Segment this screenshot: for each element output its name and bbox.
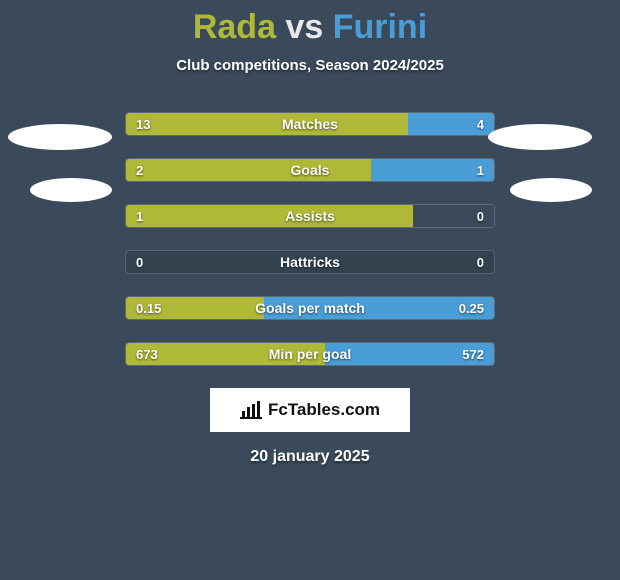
- bar-chart-icon: [240, 401, 262, 419]
- stat-row: 10Assists: [125, 204, 495, 228]
- stat-row: 0.150.25Goals per match: [125, 296, 495, 320]
- avatar-placeholder: [488, 124, 592, 150]
- subtitle: Club competitions, Season 2024/2025: [0, 57, 620, 74]
- badge-text: FcTables.com: [268, 400, 380, 420]
- vs-text: vs: [285, 8, 323, 46]
- date-stamp: 20 january 2025: [0, 448, 620, 466]
- player2-name: Furini: [333, 8, 427, 46]
- stat-label: Hattricks: [126, 251, 494, 273]
- stat-row: 134Matches: [125, 112, 495, 136]
- stat-row: 00Hattricks: [125, 250, 495, 274]
- avatar-placeholder: [30, 178, 112, 202]
- avatar-placeholder: [510, 178, 592, 202]
- stat-label: Goals per match: [126, 297, 494, 319]
- stat-label: Goals: [126, 159, 494, 181]
- stat-row: 673572Min per goal: [125, 342, 495, 366]
- stat-row: 21Goals: [125, 158, 495, 182]
- source-badge: FcTables.com: [210, 388, 410, 432]
- player1-name: Rada: [193, 8, 276, 46]
- stat-label: Min per goal: [126, 343, 494, 365]
- avatar-placeholder: [8, 124, 112, 150]
- stat-label: Matches: [126, 113, 494, 135]
- stat-label: Assists: [126, 205, 494, 227]
- comparison-title: Rada vs Furini: [0, 0, 620, 47]
- comparison-rows: 134Matches 21Goals 10Assists 00Hattricks 0.1…: [125, 112, 495, 366]
